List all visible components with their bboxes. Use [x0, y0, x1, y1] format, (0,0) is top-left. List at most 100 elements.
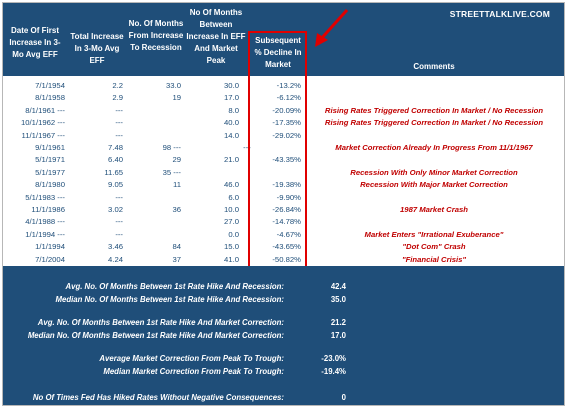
summary-label: Avg. No. Of Months Between 1st Rate Hike… [37, 318, 284, 327]
cell-inc: --- [115, 192, 123, 202]
summary-row: Median No. Of Months Between 1st Rate Hi… [3, 295, 564, 309]
table-row: 7/1/1954 2.2 33.0 30.0 -13.2% [3, 80, 564, 94]
cell-dash: --- [243, 143, 251, 152]
cell-inc: 6.40 [108, 155, 123, 165]
cell-dec: -43.65% [272, 242, 301, 252]
cell-mpeak: 15.0 [224, 242, 239, 252]
cell-mpeak: 27.0 [224, 217, 239, 227]
table-row: 1/1/1994 3.46 84 15.0 -43.65% "Dot Com" Crash [3, 241, 564, 255]
header-increase: Total Increase In 3-Mo Avg EFF [70, 32, 124, 65]
cell-inc: --- [115, 130, 123, 140]
summary-row: Avg. No. Of Months Between 1st Rate Hike… [3, 318, 564, 332]
cell-dec: -50.82% [272, 254, 301, 264]
cell-com: Rising Rates Triggered Correction In Mar… [324, 118, 544, 128]
red-arrow-icon [315, 8, 349, 47]
cell-dec: -20.09% [272, 105, 301, 115]
summary-value: 17.0 [330, 331, 346, 340]
cell-com: "Dot Com" Crash [402, 242, 466, 252]
cell-date: 1/1/1994 [35, 242, 65, 252]
cell-date: 9/1/1961 [35, 143, 65, 152]
cell-inc: --- [115, 118, 123, 128]
table-row: 8/1/1961 --- --- 8.0 -20.09% Rising Rates Tr… [3, 105, 564, 119]
brand-label: STREETTALKLIVE.COM [449, 9, 550, 19]
cell-mpeak: 8.0 [228, 105, 239, 115]
cell-dec: -17.35% [272, 118, 301, 128]
cell-inc: 3.46 [108, 242, 123, 252]
summary-value: 35.0 [330, 295, 346, 304]
cell-date: 8/1/1961 --- [25, 105, 65, 115]
header-months-peak: No Of Months Between Increase In EFF And… [186, 8, 246, 65]
cell-mpeak: 14.0 [224, 130, 239, 140]
cell-inc: 3.02 [108, 205, 123, 214]
table-body: 7/1/1954 2.2 33.0 30.0 -13.2% 8/1/1958 2.9 19 17… [3, 76, 564, 266]
cell-mpeak: 0.0 [228, 229, 239, 239]
summary-row: Median Market Correction From Peak To Tr… [3, 367, 564, 381]
summary-label: No Of Times Fed Has Hiked Rates Without … [32, 393, 284, 402]
cell-inc: 2.9 [112, 93, 123, 103]
cell-inc: 11.65 [104, 167, 123, 177]
cell-inc: --- [115, 105, 123, 115]
cell-dec: -6.12% [276, 93, 301, 103]
header-months-recession: No. Of Months From Increase To Recession [128, 19, 184, 52]
cell-mrec: 19 [172, 93, 181, 103]
summary-label: Median No. Of Months Between 1st Rate Hi… [27, 331, 284, 340]
cell-mpeak: 17.0 [224, 93, 239, 103]
cell-com: "Financial Crisis" [401, 254, 467, 264]
table-row: 5/1/1983 --- --- 6.0 -9.90% [3, 192, 564, 206]
summary-value: -23.0% [321, 354, 346, 363]
cell-mrec: 36 [172, 205, 181, 214]
header-comments: Comments [413, 62, 455, 71]
cell-date: 11/1/1967 --- [21, 130, 65, 140]
header-decline: Subsequent % Decline In Market [254, 36, 302, 69]
cell-mrec: 29 [172, 155, 181, 165]
decline-highlight-box [248, 31, 307, 275]
cell-inc: --- [115, 229, 123, 239]
cell-com: 1987 Market Crash [400, 205, 468, 214]
summary-label: Median No. Of Months Between 1st Rate Hi… [55, 295, 284, 304]
table-row: 4/1/1988 --- --- 27.0 -14.78% [3, 216, 564, 230]
table-row: 5/1/1977 11.65 35 --- Recession With Only M… [3, 167, 564, 181]
cell-date: 8/1/1980 [35, 180, 65, 190]
cell-inc: --- [115, 217, 123, 227]
cell-date: 7/1/1954 [35, 81, 65, 90]
cell-inc: 9.05 [108, 180, 123, 190]
summary-value: 21.2 [330, 318, 346, 327]
cell-mpeak: 6.0 [228, 192, 239, 202]
cell-com: Recession With Only Minor Market Correct… [350, 167, 518, 177]
cell-mpeak: 10.0 [224, 205, 239, 214]
summary-section: Avg. No. Of Months Between 1st Rate Hike… [3, 266, 564, 405]
cell-dec: -29.02% [272, 130, 301, 140]
cell-inc: 7.48 [108, 143, 123, 152]
cell-dec: -14.78% [272, 217, 301, 227]
table-row: 9/1/1961 7.48 98 --- --- Market Correction A… [3, 142, 564, 156]
cell-mrec: 84 [172, 242, 181, 252]
table-row: 11/1/1967 --- --- 14.0 -29.02% [3, 130, 564, 144]
cell-mrec: 98 --- [162, 143, 181, 152]
cell-dec: -13.2% [276, 81, 301, 90]
cell-inc: 2.2 [112, 81, 123, 90]
table-row: 7/1/2004 4.24 37 41.0 -50.82% "Financial Cris… [3, 254, 564, 268]
cell-mpeak: 30.0 [224, 81, 239, 90]
summary-value: 42.4 [330, 282, 346, 291]
table-row: 11/1/1986 3.02 36 10.0 -26.84% 1987 Market Cr… [3, 204, 564, 218]
table-row: 8/1/1958 2.9 19 17.0 -6.12% [3, 92, 564, 106]
cell-date: 4/1/1988 --- [25, 217, 65, 227]
table-row: 8/1/1980 9.05 11 46.0 -19.38% Recession With … [3, 179, 564, 193]
cell-date: 11/1/1986 [31, 205, 65, 214]
cell-date: 10/1/1962 --- [20, 118, 65, 128]
table-row: 1/1/1994 --- --- 0.0 -4.67% Market Enters "I… [3, 229, 564, 243]
table-header: STREETTALKLIVE.COM Date Of First Increas… [3, 3, 564, 76]
cell-date: 1/1/1994 --- [25, 229, 65, 239]
cell-mrec: 35 --- [162, 167, 181, 177]
cell-com: Recession With Major Market Correction [360, 180, 508, 190]
cell-com: Market Enters "Irrational Exuberance" [364, 229, 504, 239]
cell-mpeak: 21.0 [224, 155, 239, 165]
cell-dec: -4.67% [276, 229, 301, 239]
summary-value: -19.4% [321, 367, 346, 376]
cell-inc: 4.24 [108, 254, 123, 264]
summary-row: Average Market Correction From Peak To T… [3, 354, 564, 368]
cell-mrec: 37 [172, 254, 181, 264]
summary-row: Median No. Of Months Between 1st Rate Hi… [3, 331, 564, 345]
summary-row: Avg. No. Of Months Between 1st Rate Hike… [3, 282, 564, 296]
